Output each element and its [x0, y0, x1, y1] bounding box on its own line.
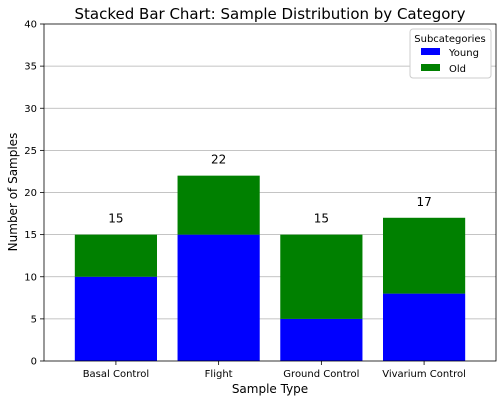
legend-title: Subcategories: [414, 34, 485, 45]
x-tick-label-basal-control: Basal Control: [83, 369, 149, 380]
chart-title: Stacked Bar Chart: Sample Distribution b…: [75, 5, 466, 23]
x-tick-label-vivarium-control: Vivarium Control: [382, 369, 466, 380]
x-axis-label: Sample Type: [232, 382, 308, 396]
total-label-basal-control: 15: [108, 212, 123, 226]
total-label-flight: 22: [211, 153, 226, 167]
bar-vivarium-control-young: [383, 293, 466, 361]
legend-swatch-young: [421, 48, 440, 55]
y-tick-label-35: 35: [24, 62, 37, 73]
bar-ground-control-old: [280, 234, 363, 319]
y-tick-label-15: 15: [24, 230, 37, 241]
total-label-ground-control: 15: [314, 212, 329, 226]
bar-flight-young: [177, 234, 260, 361]
bar-basal-control-young: [74, 276, 157, 361]
x-axis: Basal Control Flight Ground Control Vivariu…: [83, 361, 466, 380]
bar-vivarium-control-old: [383, 217, 466, 294]
total-labels: 15 22 15 17: [108, 153, 431, 226]
bar-ground-control-young: [280, 318, 363, 361]
y-tick-label-10: 10: [24, 272, 37, 283]
y-tick-label-5: 5: [31, 314, 37, 325]
legend: Subcategories Young Old: [409, 28, 492, 79]
y-tick-label-20: 20: [24, 188, 37, 199]
legend-swatch-old: [421, 64, 440, 71]
legend-label-young: Young: [448, 48, 479, 59]
y-tick-label-30: 30: [24, 104, 37, 115]
y-axis-label: Number of Samples: [6, 133, 20, 252]
bars: [74, 175, 466, 361]
x-tick-label-ground-control: Ground Control: [283, 369, 359, 380]
total-label-vivarium-control: 17: [416, 195, 431, 209]
y-axis: 0 5 10 15 20 25 30 35 40: [24, 20, 44, 368]
x-tick-label-flight: Flight: [205, 369, 233, 380]
y-tick-label-0: 0: [31, 357, 37, 368]
y-tick-label-25: 25: [24, 146, 37, 157]
legend-label-old: Old: [449, 64, 466, 75]
bar-flight-old: [177, 175, 260, 235]
bar-basal-control-old: [74, 234, 157, 277]
y-tick-label-40: 40: [24, 20, 37, 31]
